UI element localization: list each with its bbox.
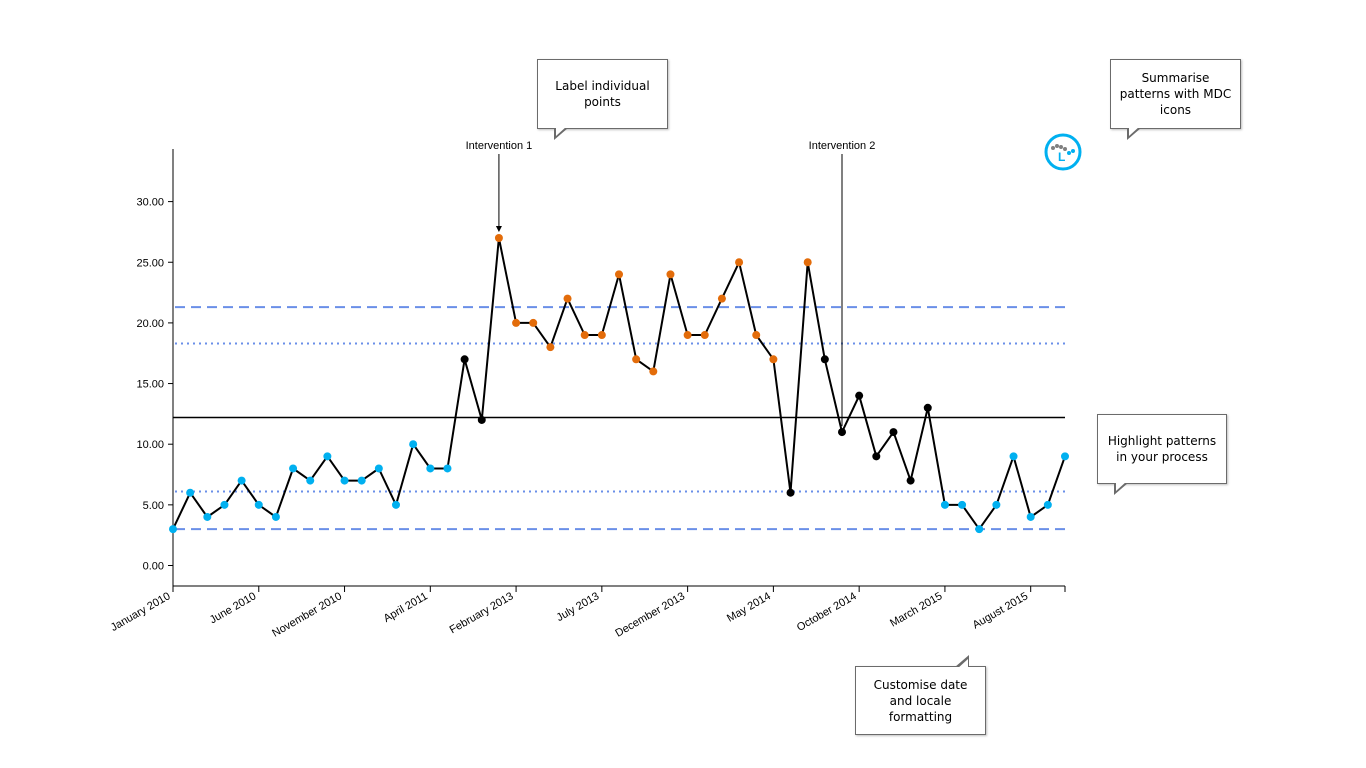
data-point xyxy=(872,452,881,461)
data-point xyxy=(306,476,315,485)
data-point xyxy=(683,331,692,340)
data-point xyxy=(820,355,829,364)
data-point xyxy=(700,331,709,340)
annotation-label: Intervention 2 xyxy=(809,140,876,152)
data-point xyxy=(855,391,864,400)
x-tick-label: January 2010 xyxy=(109,590,173,634)
variation-icon: L xyxy=(1044,133,1082,171)
data-point xyxy=(923,403,932,412)
data-point xyxy=(357,476,366,485)
chart-axes: 0.00 5.00 10.00 15.00 20.00 25.00 30.00 January… xyxy=(109,149,1066,640)
data-point xyxy=(940,500,949,509)
data-point xyxy=(632,355,641,364)
data-point xyxy=(186,488,195,497)
data-point xyxy=(392,500,400,509)
data-point xyxy=(1026,512,1035,521)
data-point xyxy=(580,331,589,340)
data-point xyxy=(803,258,812,267)
data-point xyxy=(889,428,898,437)
intervention-annotations: Intervention 1 Intervention 2 xyxy=(466,140,876,427)
callout-tail xyxy=(1114,481,1128,495)
callout-label-points-text: Label individual points xyxy=(555,79,650,109)
callout-mdc-icons-text: Summarise patterns with MDC icons xyxy=(1119,71,1232,117)
data-point xyxy=(529,318,538,327)
data-point xyxy=(203,512,212,521)
data-point xyxy=(220,500,229,509)
data-point xyxy=(786,488,795,497)
callout-tail xyxy=(1127,126,1141,140)
data-point xyxy=(958,500,967,509)
x-tick-label: May 2014 xyxy=(725,590,773,625)
data-point xyxy=(597,331,606,340)
callout-date-format: Customise date and locale formatting xyxy=(855,655,986,735)
data-point xyxy=(649,367,658,376)
x-tick-label: April 2011 xyxy=(382,590,430,625)
data-point xyxy=(254,500,263,509)
data-point xyxy=(512,318,521,327)
data-point xyxy=(975,525,984,534)
x-tick-label: February 2013 xyxy=(448,590,516,636)
y-tick-label: 30.00 xyxy=(136,197,164,209)
y-tick-label: 15.00 xyxy=(136,379,164,391)
data-point xyxy=(409,440,418,449)
data-point xyxy=(289,464,298,473)
data-point xyxy=(340,476,349,485)
data-point xyxy=(752,331,761,340)
data-point xyxy=(237,476,246,485)
x-tick-label: June 2010 xyxy=(208,590,259,626)
data-point xyxy=(717,294,726,303)
data-point xyxy=(443,464,452,473)
data-point xyxy=(666,270,675,279)
callout-label-points: Label individual points xyxy=(537,59,668,140)
reference-lines xyxy=(173,306,1065,531)
data-point xyxy=(546,343,555,352)
callout-tail xyxy=(554,126,568,140)
callout-mdc-icons: Summarise patterns with MDC icons xyxy=(1110,59,1241,140)
x-tick-label: August 2015 xyxy=(971,590,1031,631)
annotation-label: Intervention 1 xyxy=(466,140,533,152)
callout-highlight-patterns: Highlight patterns in your process xyxy=(1097,414,1227,495)
x-tick-label: July 2013 xyxy=(555,590,602,624)
data-point xyxy=(494,233,503,242)
annotation-arrow-head xyxy=(495,225,502,232)
data-series xyxy=(169,233,1069,534)
data-point xyxy=(271,512,280,521)
y-tick-label: 20.00 xyxy=(136,318,164,330)
data-point xyxy=(615,270,623,279)
svg-text:L: L xyxy=(1058,150,1065,164)
x-tick-label: March 2015 xyxy=(888,590,944,629)
data-point xyxy=(838,428,846,437)
data-point xyxy=(426,464,435,473)
x-tick-label: December 2013 xyxy=(613,590,687,640)
x-tick-label: November 2010 xyxy=(270,590,344,640)
y-tick-label: 25.00 xyxy=(136,257,164,269)
y-tick-label: 0.00 xyxy=(143,561,164,573)
callout-date-format-text: Customise date and locale formatting xyxy=(873,677,968,724)
data-point xyxy=(769,355,778,364)
series-line xyxy=(172,237,1066,531)
data-point xyxy=(1009,452,1018,461)
data-point xyxy=(906,476,915,485)
data-point xyxy=(477,415,486,424)
callout-highlight-text: Highlight patterns in your process xyxy=(1107,434,1217,464)
data-point xyxy=(1061,452,1069,461)
data-point xyxy=(1043,500,1052,509)
data-point xyxy=(563,294,572,303)
data-point xyxy=(735,258,744,267)
x-tick-label: October 2014 xyxy=(795,590,859,634)
data-point xyxy=(992,500,1001,509)
callout-tail xyxy=(955,655,969,669)
data-point xyxy=(169,525,177,534)
data-point xyxy=(323,452,332,461)
y-tick-label: 10.00 xyxy=(136,439,164,451)
y-tick-label: 5.00 xyxy=(143,500,164,512)
data-point xyxy=(460,355,469,364)
data-point xyxy=(374,464,383,473)
